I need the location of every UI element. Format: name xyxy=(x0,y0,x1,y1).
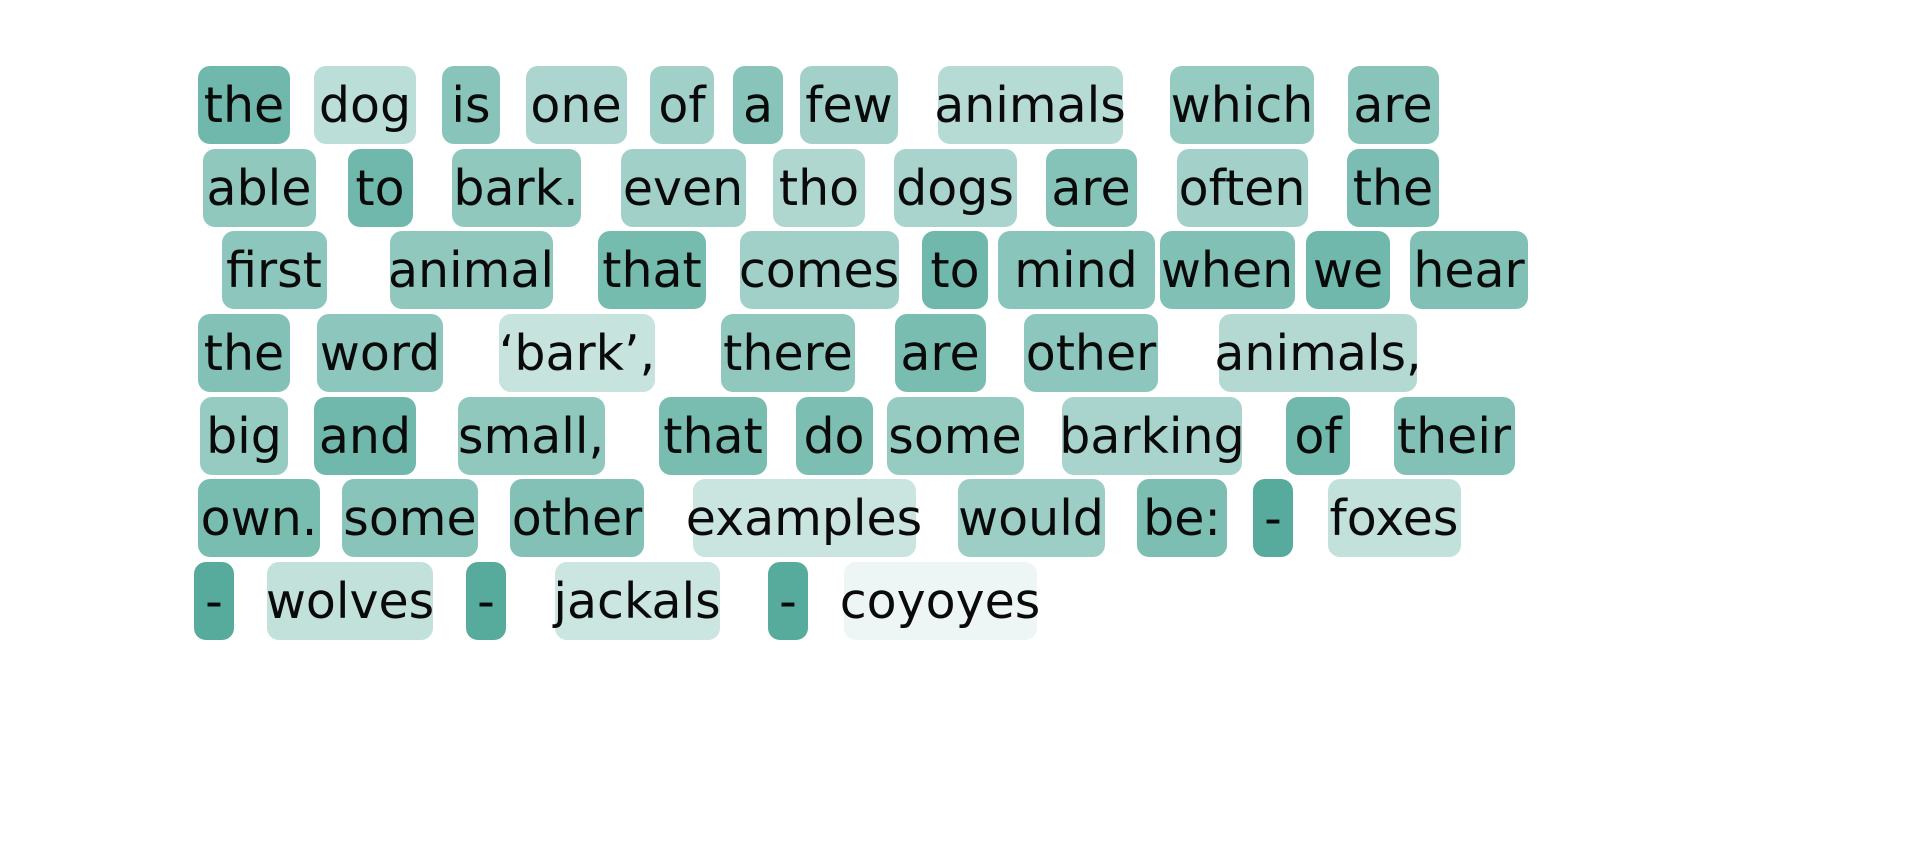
token-chip: coyoyes xyxy=(840,562,1040,640)
token-chip: which xyxy=(1170,66,1314,144)
token-chip: - xyxy=(194,562,234,640)
token-chip: - xyxy=(1253,479,1293,557)
token-chip: - xyxy=(768,562,808,640)
token-chip: jackals xyxy=(553,562,721,640)
token-chip: wolves xyxy=(266,562,434,640)
token-chip: small, xyxy=(457,397,605,475)
token-chip: the xyxy=(198,314,290,392)
token-chip: first xyxy=(221,231,327,309)
token-chip: we xyxy=(1306,231,1390,309)
token-chip: their xyxy=(1393,397,1515,475)
token-chip: of xyxy=(650,66,714,144)
token-chip: animals xyxy=(934,66,1126,144)
token-chip: the xyxy=(1347,149,1439,227)
token-chip: other xyxy=(510,479,644,557)
token-chip: barking xyxy=(1059,397,1245,475)
token-chip: other xyxy=(1024,314,1158,392)
token-chip: that xyxy=(598,231,706,309)
token-chip: to xyxy=(347,149,413,227)
token-chip: ‘bark’, xyxy=(499,314,655,392)
token-chip: a xyxy=(733,66,783,144)
token-chip: the xyxy=(198,66,290,144)
token-chip: hear xyxy=(1410,231,1528,309)
token-chip: there xyxy=(721,314,855,392)
token-chip: tho xyxy=(773,149,865,227)
token-chip: examples xyxy=(686,479,922,557)
token-chip: able xyxy=(202,149,316,227)
token-chip: comes xyxy=(739,231,899,309)
token-chip: are xyxy=(1045,149,1137,227)
token-chip: mind xyxy=(997,231,1155,309)
token-chip: be: xyxy=(1137,479,1227,557)
token-chip: some xyxy=(342,479,478,557)
token-chip: own. xyxy=(198,479,320,557)
token-chip: animals, xyxy=(1214,314,1422,392)
token-chip: big xyxy=(200,397,288,475)
token-chip: some xyxy=(886,397,1024,475)
token-chip: do xyxy=(795,397,873,475)
token-chip: are xyxy=(1347,66,1439,144)
token-chip: that xyxy=(659,397,767,475)
token-chip: of xyxy=(1286,397,1350,475)
token-chip: few xyxy=(800,66,898,144)
token-chip: bark. xyxy=(451,149,581,227)
token-chip: word xyxy=(317,314,443,392)
token-chip: often xyxy=(1176,149,1308,227)
token-chip: foxes xyxy=(1327,479,1461,557)
token-chip: dogs xyxy=(893,149,1017,227)
token-chip: dog xyxy=(314,66,416,144)
token-chip: - xyxy=(466,562,506,640)
token-chip: even xyxy=(620,149,746,227)
token-chip: are xyxy=(894,314,986,392)
token-chip: one xyxy=(525,66,627,144)
token-chip: to xyxy=(922,231,988,309)
token-chip: would xyxy=(957,479,1105,557)
token-chip: and xyxy=(314,397,416,475)
token-chip: when xyxy=(1159,231,1295,309)
token-chip: animal xyxy=(388,231,554,309)
token-chip: is xyxy=(442,66,500,144)
